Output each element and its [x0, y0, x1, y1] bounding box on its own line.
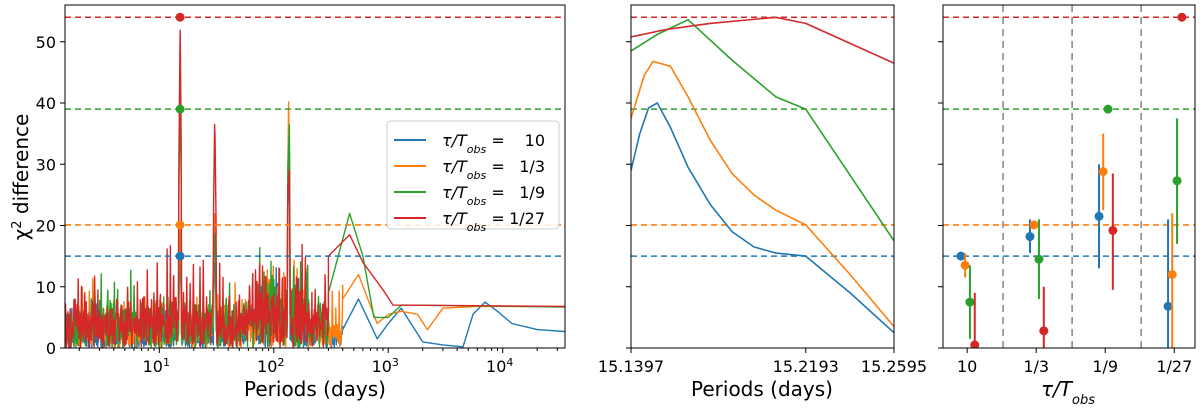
zoom-series-line-green	[631, 18, 894, 242]
panel-b-series	[631, 16, 894, 334]
panel-c-xlabel: τ/Tobs	[1041, 377, 1095, 405]
panel-a-thresholds	[65, 16, 565, 257]
legend-label: τ/Tobs =	[442, 183, 505, 208]
panel-c-frame	[942, 4, 1196, 349]
y-tick-label: 40	[36, 94, 56, 113]
data-point-red	[1039, 326, 1049, 336]
panel-a-xticks: 101 102 103 104	[78, 348, 558, 377]
x-tick-label: 102	[257, 356, 284, 377]
data-point-blue	[956, 251, 966, 261]
data-point-orange	[1098, 167, 1108, 177]
peak-marker-blue	[175, 251, 185, 261]
data-point-green	[1034, 254, 1044, 264]
panel-a-markers	[175, 12, 185, 261]
panel-a-frame	[64, 4, 566, 349]
zoom-series-line-red	[631, 16, 894, 64]
panel-c-xticks: 10 1/3 1/9 1/27	[957, 348, 1192, 376]
x-tick-label: 15.2193	[773, 357, 839, 376]
panel-a-yticks: 0 10 20 30 40 50	[36, 33, 65, 358]
legend-box	[386, 120, 560, 230]
panel-b: 15.1397 15.2193 15.2595 Periods (days)	[598, 4, 927, 401]
panel-b-yticks	[626, 41, 631, 349]
panel-a-series	[65, 29, 565, 348]
data-point-blue	[1094, 211, 1104, 221]
panel-c: 10 1/3 1/9 1/27 τ/Tobs	[938, 4, 1196, 408]
data-point-green	[1172, 176, 1182, 186]
data-point-blue	[1163, 301, 1173, 311]
legend-value: 1/27	[509, 209, 545, 228]
x-tick-label: 1/3	[1023, 357, 1049, 376]
data-point-orange	[1167, 270, 1177, 279]
x-tick-label: 1/27	[1156, 357, 1192, 376]
data-point-red	[1108, 225, 1118, 235]
legend-entries: τ/Tobs = 10 τ/Tobs = 1/3 τ/Tobs = 1/9 τ/Tob…	[394, 131, 545, 234]
x-tick-label: 10	[957, 357, 977, 376]
panel-b-xticks: 15.1397 15.2193 15.2595	[598, 348, 927, 376]
x-tick-label: 15.1397	[598, 357, 664, 376]
data-point-orange	[1029, 220, 1039, 230]
legend-label: τ/Tobs =	[442, 131, 505, 156]
legend-label: τ/Tobs =	[442, 209, 505, 234]
data-point-red	[970, 340, 980, 348]
panel-a-xlabel: Periods (days)	[244, 377, 386, 401]
data-point-green	[1103, 104, 1113, 114]
panel-c-yticks	[938, 41, 943, 349]
panel-c-thresholds	[943, 16, 1195, 257]
series-line-red	[65, 29, 565, 348]
panel-b-frame	[630, 4, 895, 349]
peak-marker-green	[175, 104, 185, 114]
legend-value: 1/3	[519, 157, 545, 176]
data-point-blue	[1025, 232, 1035, 242]
zoom-series-line-blue	[631, 102, 894, 334]
y-tick-label: 50	[36, 33, 56, 52]
data-point-orange	[960, 260, 970, 270]
data-point-red	[1177, 12, 1187, 22]
legend-label: τ/Tobs =	[442, 157, 505, 182]
y-tick-label: 10	[36, 278, 56, 297]
x-tick-label: 103	[372, 356, 399, 377]
legend-value: 1/9	[519, 183, 545, 202]
y-tick-label: 0	[46, 339, 56, 358]
y-tick-label: 30	[36, 155, 56, 174]
data-point-green	[965, 297, 975, 307]
x-tick-label: 15.2595	[861, 357, 927, 376]
panel-c-points	[956, 12, 1187, 348]
x-tick-label: 104	[486, 356, 513, 377]
legend-value: 10	[525, 131, 545, 150]
y-tick-label: 20	[36, 217, 56, 236]
peak-marker-red	[175, 12, 185, 22]
x-tick-label: 1/9	[1092, 357, 1118, 376]
panel-c-separators	[1002, 5, 1142, 348]
zoom-series-line-orange	[631, 60, 894, 328]
panel-b-xlabel: Periods (days)	[691, 377, 833, 401]
y-axis-label: χ2 difference	[9, 114, 33, 241]
x-tick-label: 101	[143, 356, 170, 377]
legend: τ/Tobs = 10 τ/Tobs = 1/3 τ/Tobs = 1/9 τ/Tob…	[386, 120, 560, 234]
panel-b-thresholds	[631, 16, 894, 257]
peak-marker-orange	[175, 220, 185, 230]
